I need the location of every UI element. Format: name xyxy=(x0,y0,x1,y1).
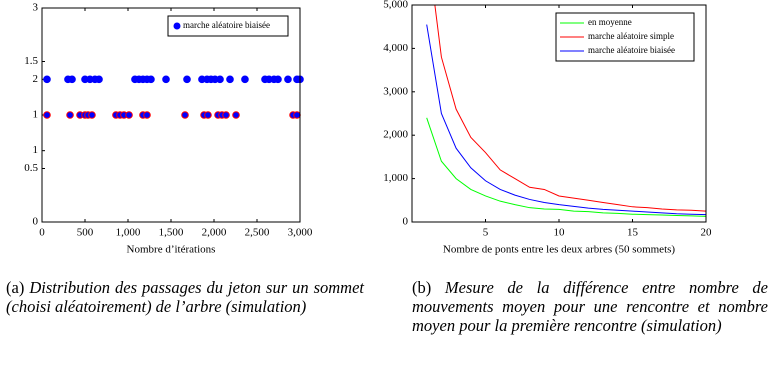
caption-b: (b) Mesure de la différence entre nombre… xyxy=(412,278,768,335)
x-tick-label: 2,500 xyxy=(245,227,270,239)
point xyxy=(68,75,76,84)
axes-frame xyxy=(41,7,301,223)
caption-a: (a) Distribution des passages du jeton s… xyxy=(6,278,364,316)
y-tick-label: 1 xyxy=(33,109,39,121)
y-tick-label: 1 xyxy=(33,144,39,156)
line xyxy=(426,24,706,216)
legend-label: en moyenne xyxy=(588,17,632,27)
caption-label: (b) xyxy=(412,278,432,297)
x-axis-label: Nombre d’itérations xyxy=(127,244,216,256)
point xyxy=(222,111,230,119)
point xyxy=(232,111,240,119)
y-tick-label: 0.5 xyxy=(24,162,38,174)
point xyxy=(181,111,189,119)
x-tick-label: 1,500 xyxy=(159,227,184,239)
y-tick-label: 4,000 xyxy=(383,42,408,54)
caption-label: (a) xyxy=(6,278,25,297)
y-tick-label: 1.5 xyxy=(24,55,38,67)
figure: 0 500 1,000 1,500 2,000 2,500 3,000 0 1 2 3 0.5 1 1.5… xyxy=(24,0,713,256)
x-tick-label: 15 xyxy=(627,227,639,239)
point xyxy=(66,111,74,119)
y-tick-label: 5,000 xyxy=(383,0,408,11)
x-tick-label: 500 xyxy=(77,227,94,239)
legend-label: marche aléatoire biaisée xyxy=(183,20,270,30)
point xyxy=(204,111,212,119)
point xyxy=(241,75,249,84)
legend-label: marche aléatoire biaisée xyxy=(588,45,675,55)
point xyxy=(43,111,51,119)
legend-box xyxy=(167,15,289,37)
point xyxy=(293,111,301,119)
x-tick-label: 2,000 xyxy=(202,227,227,239)
y-tick-label: 3 xyxy=(33,2,39,14)
y-tick-label: 3,000 xyxy=(383,85,408,97)
point xyxy=(162,75,170,84)
y-tick-label: 2 xyxy=(33,73,39,85)
y-tick-label: 2,000 xyxy=(383,129,408,141)
x-tick-label: 20 xyxy=(701,227,713,239)
point xyxy=(147,75,155,84)
point xyxy=(125,111,133,119)
plot-area xyxy=(426,5,706,217)
point xyxy=(226,75,234,84)
point xyxy=(43,75,51,84)
point xyxy=(216,75,224,84)
point xyxy=(143,111,151,119)
x-axis-label: Nombre de ponts entre les deux arbres (5… xyxy=(443,244,675,256)
point xyxy=(88,111,96,119)
point xyxy=(183,75,191,84)
line xyxy=(426,117,706,217)
line xyxy=(434,5,706,212)
point xyxy=(274,75,282,84)
x-tick-label: 1,000 xyxy=(116,227,141,239)
x-tick-label: 3,000 xyxy=(288,227,313,239)
legend-marker xyxy=(173,22,181,30)
legend-label: marche aléatoire simple xyxy=(588,31,674,41)
x-tick-label: 5 xyxy=(483,227,489,239)
y-tick-label: 0 xyxy=(403,216,409,228)
y-tick-label: 1,000 xyxy=(383,172,408,184)
x-tick-label: 0 xyxy=(39,227,45,239)
caption-text: Distribution des passages du jeton sur u… xyxy=(6,278,365,316)
point xyxy=(95,75,103,84)
point xyxy=(284,75,292,84)
x-tick-label: 10 xyxy=(554,227,566,239)
y-tick-label: 0 xyxy=(33,216,39,228)
caption-text: Mesure de la différence entre nombre de … xyxy=(412,278,769,335)
axes-frame xyxy=(411,4,707,223)
